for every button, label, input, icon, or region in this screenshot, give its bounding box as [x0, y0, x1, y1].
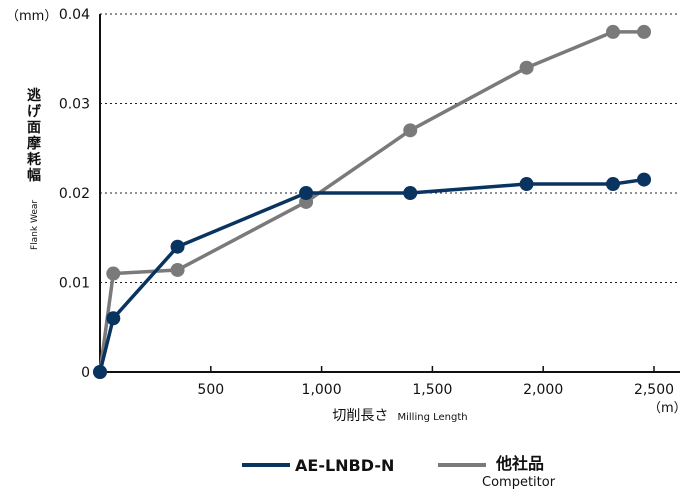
y-tick-label: 0.04 — [59, 7, 90, 23]
data-point-ae-lnbd-n — [106, 311, 121, 326]
y-axis-label-char: 耗 — [27, 151, 41, 168]
x-axis-label-en: Milling Length — [397, 412, 467, 423]
x-tick-label: 2,000 — [523, 382, 563, 398]
y-tick-label: 0 — [81, 365, 90, 381]
data-point-ae-lnbd-n — [170, 239, 185, 254]
data-point-competitor — [606, 24, 621, 39]
series-line-ae-lnbd-n — [98, 177, 645, 373]
data-point-competitor — [403, 123, 418, 138]
y-axis-label-char: 面 — [27, 120, 41, 136]
y-tick-label: 0.01 — [59, 276, 90, 292]
x-axis-label: 切削長さ Milling Length — [332, 405, 467, 424]
x-tick-label: 1,500 — [412, 382, 452, 398]
x-tick-labels: 500 1,000 1,500 2,000 2,500 — [197, 366, 674, 398]
legend: AE-LNBD-N 他社品 Competitor — [242, 454, 556, 490]
x-unit-label: （m） — [648, 401, 684, 416]
data-point-competitor — [637, 24, 652, 39]
y-tick-labels: 0 0.01 0.02 0.03 0.04 — [59, 7, 90, 381]
data-point-competitor — [519, 60, 534, 75]
y-axis-label-char: 摩 — [27, 135, 42, 152]
data-point-ae-lnbd-n — [519, 177, 534, 192]
y-unit-label: （mm） — [6, 9, 57, 24]
data-point-ae-lnbd-n — [93, 365, 107, 379]
y-tick-label: 0.02 — [59, 186, 90, 202]
axes — [99, 14, 680, 373]
data-point-competitor — [106, 266, 121, 281]
y-axis-label-char: 逃 — [27, 87, 41, 104]
x-axis-label-jp: 切削長さ — [332, 408, 388, 424]
x-tick-label: 2,500 — [634, 382, 674, 398]
y-axis-label-char: 幅 — [27, 167, 41, 184]
x-tick-label: 500 — [197, 382, 224, 398]
x-tick-label: 1,000 — [302, 382, 342, 398]
y-axis-label-en: Flank Wear — [30, 200, 40, 250]
data-point-ae-lnbd-n — [403, 186, 418, 200]
legend-label-ae-lnbd-n: AE-LNBD-N — [295, 456, 394, 475]
data-point-ae-lnbd-n — [637, 172, 652, 187]
series-layer — [93, 24, 652, 379]
y-tick-label: 0.03 — [59, 97, 90, 113]
y-axis-label-char: げ — [27, 104, 42, 120]
data-point-ae-lnbd-n — [299, 186, 314, 200]
series-line-competitor — [98, 30, 645, 373]
legend-label-competitor-jp: 他社品 — [495, 454, 544, 473]
data-point-competitor — [170, 262, 185, 277]
legend-label-competitor-en: Competitor — [482, 475, 556, 490]
data-point-ae-lnbd-n — [606, 177, 621, 192]
